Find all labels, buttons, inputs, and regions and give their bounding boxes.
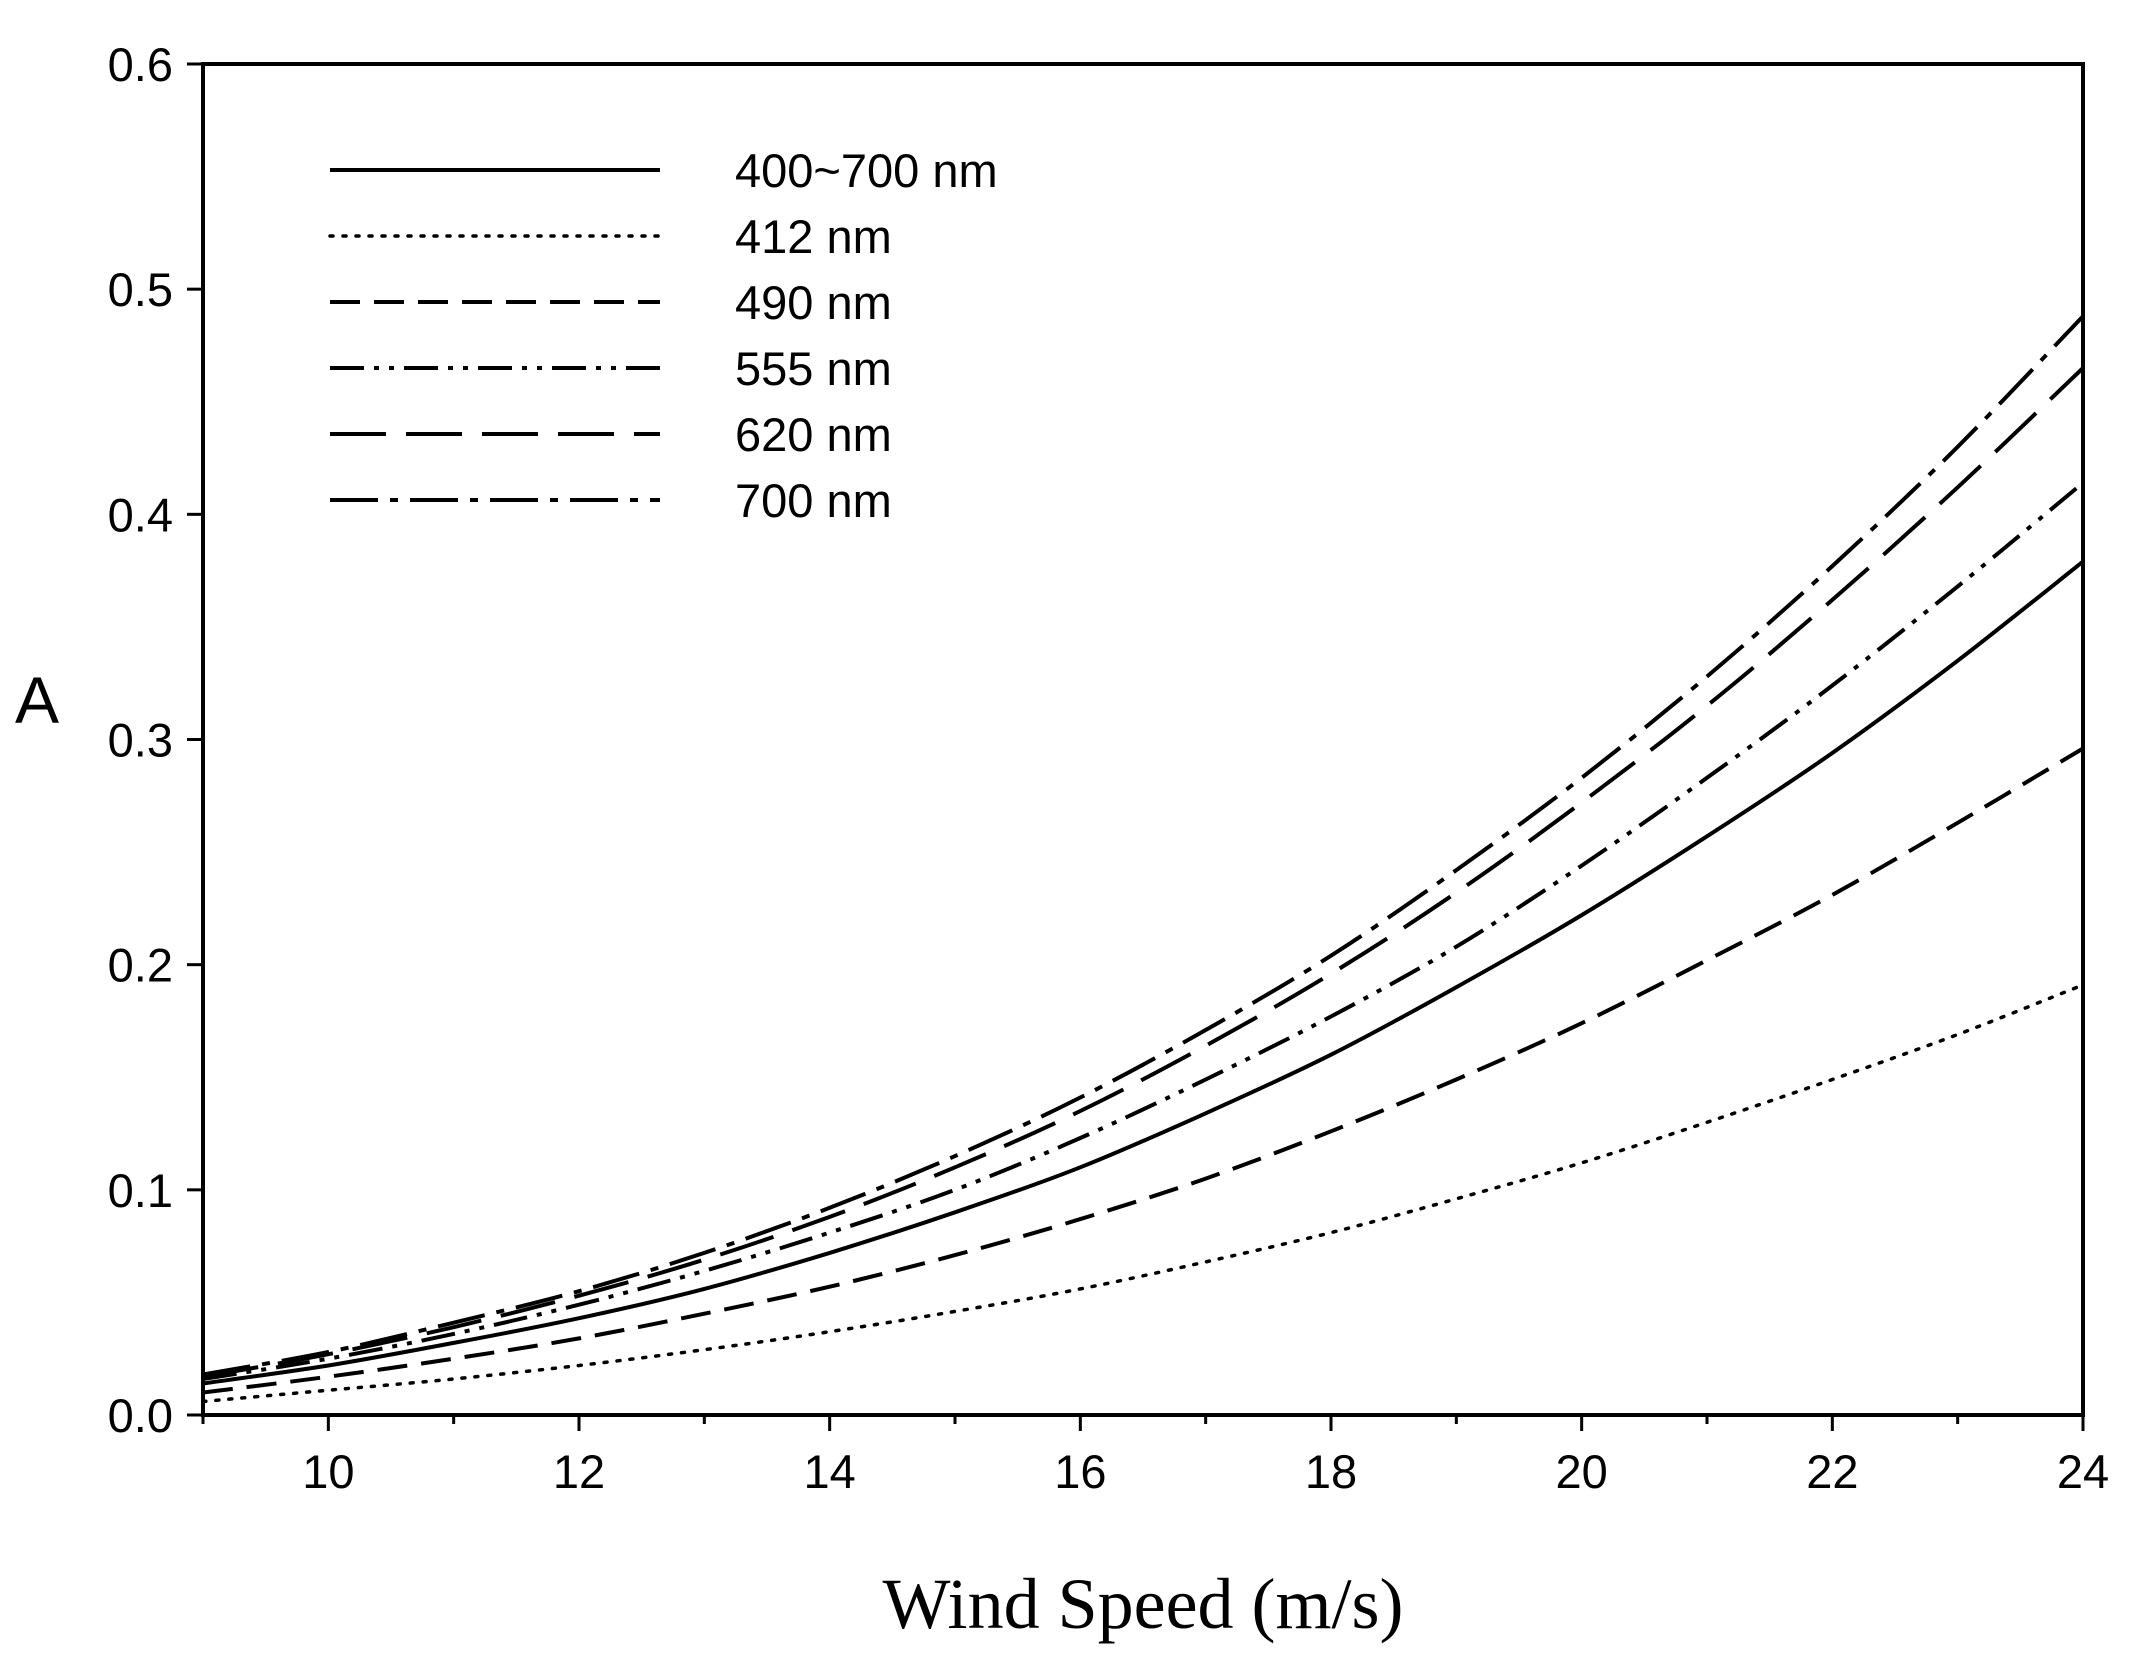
y-axis-label: A <box>15 663 59 737</box>
legend-label-400-700-nm: 400~700 nm <box>735 144 998 197</box>
x-tick-label-20: 20 <box>1556 1445 1608 1498</box>
series-line-412-nm <box>201 983 2085 1404</box>
y-tick-label-0-0: 0.0 <box>108 1389 173 1442</box>
series-line-620-nm <box>202 366 2085 1379</box>
legend-label-490-nm: 490 nm <box>735 276 892 329</box>
legend-label-700-nm: 700 nm <box>735 474 892 527</box>
x-tick-label-24: 24 <box>2057 1445 2109 1498</box>
series-line-490-nm <box>202 746 2085 1395</box>
y-tick-label-0-1: 0.1 <box>108 1164 173 1217</box>
x-tick-label-22: 22 <box>1806 1445 1858 1498</box>
x-axis-label: Wind Speed (m/s) <box>882 1564 1403 1644</box>
legend: 400~700 nm 412 nm 490 nm 555 nm 620 nm 700 nm <box>328 144 998 527</box>
y-tick-label-0-3: 0.3 <box>108 714 173 767</box>
axis-tick-labels: 10 12 14 16 18 20 22 24 0.0 0.1 0.2 0.3 0.4 0.5 0.6 <box>108 38 2109 1498</box>
x-tick-label-14: 14 <box>804 1445 856 1498</box>
y-tick-label-0-4: 0.4 <box>108 488 173 541</box>
series-lines <box>201 314 2085 1404</box>
x-tick-label-10: 10 <box>302 1445 354 1498</box>
series-line-400-700-nm <box>202 560 2085 1386</box>
y-tick-label-0-5: 0.5 <box>108 263 173 316</box>
x-tick-label-16: 16 <box>1054 1445 1106 1498</box>
legend-label-620-nm: 620 nm <box>735 408 892 461</box>
plot-frame <box>201 62 2085 1417</box>
series-line-700-nm <box>202 314 2085 1377</box>
x-tick-label-18: 18 <box>1305 1445 1357 1498</box>
y-tick-label-0-2: 0.2 <box>108 939 173 992</box>
legend-label-555-nm: 555 nm <box>735 342 892 395</box>
legend-label-412-nm: 412 nm <box>735 210 892 263</box>
axis-ticks <box>187 62 2085 1431</box>
x-tick-label-12: 12 <box>553 1445 605 1498</box>
y-tick-label-0-6: 0.6 <box>108 38 173 91</box>
series-line-555-nm <box>202 481 2085 1381</box>
